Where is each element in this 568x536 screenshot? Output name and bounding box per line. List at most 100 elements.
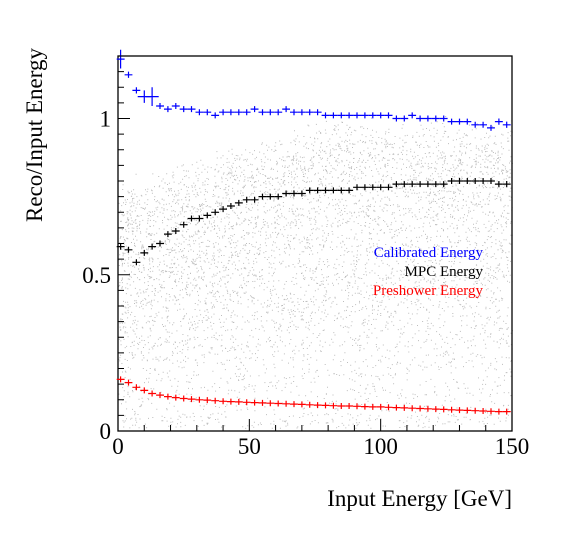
data-point [329,402,338,409]
data-point [266,193,275,200]
data-point [148,243,157,250]
data-point [179,395,188,402]
data-point [203,109,212,116]
data-point [140,249,149,256]
data-point [132,259,141,266]
data-point [479,178,487,184]
x-tick-label: 100 [363,434,398,459]
data-point [384,112,393,119]
data-point [447,178,456,184]
data-point [282,400,290,407]
data-point [447,118,456,125]
data-point [282,190,290,197]
data-point [187,215,196,222]
data-point [290,190,298,197]
data-point [361,403,369,410]
data-point [384,184,393,191]
data-point [234,398,243,405]
data-point [258,399,267,406]
legend-entry: MPC Energy [405,264,484,280]
data-point [392,181,401,188]
data-point [345,403,354,409]
data-point [494,118,503,125]
data-point [274,400,283,407]
data-point [282,106,290,113]
axis-ticks: 0 50 100 150 0 0.5 1 [82,55,530,459]
data-point [171,394,180,401]
y-tick-label: 0.5 [82,263,111,288]
data-point [400,115,409,122]
data-point [408,181,417,188]
series-calibrated-energy [116,49,511,131]
data-point [368,112,377,119]
data-point [219,206,227,213]
data-point [431,181,440,188]
data-point [313,402,322,409]
data-point [439,406,448,413]
series-preshower-energy [116,376,511,415]
data-point [361,112,369,119]
data-point [171,228,180,234]
data-point [305,401,314,408]
data-point [171,103,180,109]
data-point [156,392,164,399]
data-point [116,243,125,250]
data-point [463,118,472,125]
data-point [329,187,338,194]
data-point [463,178,472,184]
y-tick-label: 1 [100,107,112,132]
data-point [258,109,267,116]
data-point [148,390,157,397]
data-point [455,407,464,414]
data-point [494,408,503,415]
legend-entry: Preshower Energy [373,283,484,299]
data-point [439,115,448,122]
data-point [408,112,417,119]
data-point [471,178,480,184]
data-point [416,181,424,188]
data-point [156,103,164,109]
data-point [203,397,212,404]
y-axis-label: Reco/Input Energy [22,48,47,222]
data-point [384,404,393,411]
data-point [132,384,141,391]
data-point [337,112,346,119]
data-point [187,396,196,403]
data-point [463,407,472,414]
data-point [187,106,196,113]
data-point [219,109,227,116]
data-point [305,109,314,116]
data-point [234,109,243,116]
data-point [227,398,235,405]
data-point [164,231,172,238]
data-point [297,190,306,197]
data-point [479,408,487,414]
data-point [487,178,495,184]
data-point [266,109,275,116]
data-point [274,193,283,200]
data-point [250,106,259,113]
data-point [211,112,220,119]
data-point [502,408,511,415]
data-point [471,121,480,128]
data-point [219,398,227,405]
data-point [408,405,417,412]
data-point [455,118,464,125]
data-point [321,112,330,119]
series-mpc-energy [116,178,511,266]
series-layer [116,49,511,415]
data-point [321,187,330,194]
x-tick-label: 150 [495,434,530,459]
data-point [164,106,172,113]
data-point [368,184,377,191]
y-tick-label: 0 [100,419,112,444]
data-point [424,405,432,412]
data-point [353,403,361,410]
data-point [140,387,149,394]
data-point [242,196,251,203]
data-point [416,115,424,122]
data-point [297,401,306,408]
data-point [431,406,440,413]
data-point [502,181,511,188]
